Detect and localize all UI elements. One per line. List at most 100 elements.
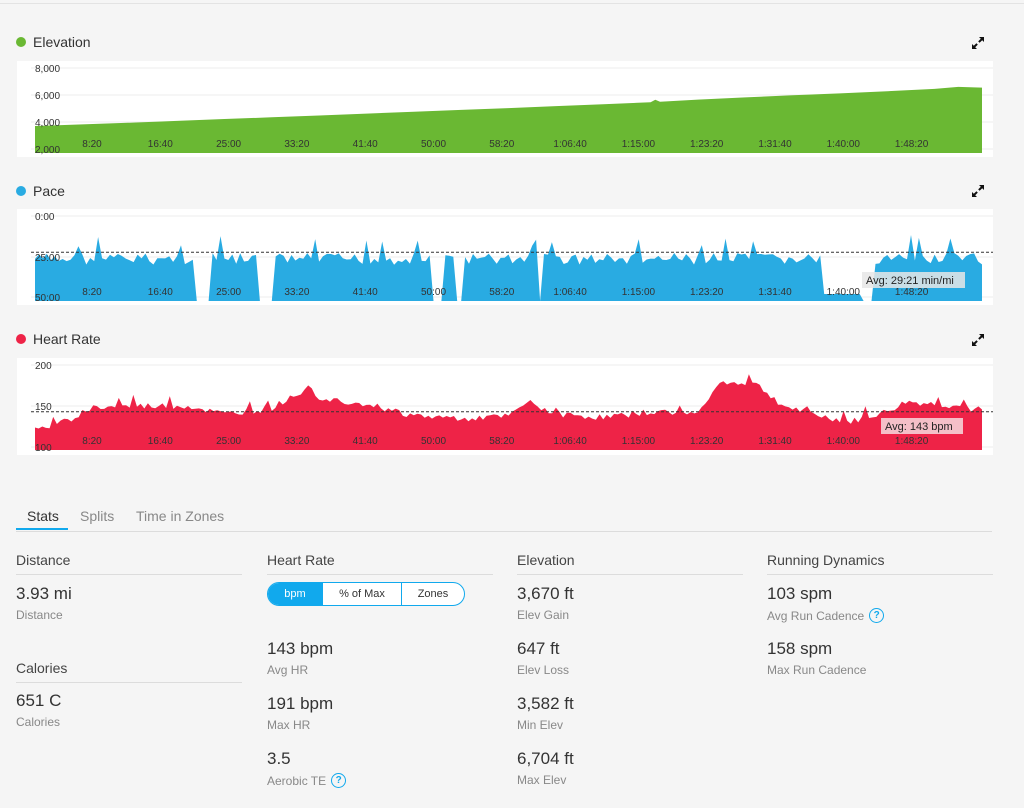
x-tick-label: 1:31:40 [758,436,792,447]
x-tick-label: 33:20 [284,139,309,150]
tab-stats[interactable]: Stats [27,508,59,524]
aerobic-te-stat: 3.5 Aerobic TE ? [267,749,347,788]
x-tick-label: 1:48:20 [895,287,929,298]
expand-icon[interactable] [970,35,986,51]
elevation-chart-header: Elevation [16,34,91,50]
distance-calories-column: Distance 3.93 mi Distance Calories 651 C… [16,552,242,752]
min-elev-value: 3,582 ft [517,694,574,713]
x-tick-label: 58:20 [489,287,514,298]
y-tick-label: 50:00 [35,293,60,304]
heart-rate-chart-title: Heart Rate [33,331,101,347]
x-tick-label: 8:20 [82,139,102,150]
aerobic-te-value: 3.5 [267,749,291,768]
y-tick-label: 150 [35,402,52,413]
x-tick-label: 1:48:20 [895,436,929,447]
x-tick-label: 41:40 [353,139,378,150]
x-tick-label: 1:06:40 [553,287,587,298]
x-tick-label: 16:40 [148,139,173,150]
elevation-legend-dot [16,37,26,47]
x-tick-label: 1:40:00 [827,139,861,150]
distance-stat: 3.93 mi Distance [16,584,72,622]
x-tick-label: 1:06:40 [553,436,587,447]
expand-icon[interactable] [970,183,986,199]
running-dynamics-column: Running Dynamics 103 spm Avg Run Cadence… [767,552,993,692]
calories-stat: 651 C Calories [16,691,61,729]
active-tab-indicator [16,528,68,530]
tab-splits[interactable]: Splits [80,508,115,524]
pace-chart: 0:00 25:00 50:00 8:20 16:40 25:00 33:20 41:40 50… [17,209,993,305]
x-tick-label: 58:20 [489,139,514,150]
avg-hr-label: Avg HR [267,663,309,677]
expand-icon[interactable] [970,332,986,348]
toggle-percent-of-max[interactable]: % of Max [322,583,401,605]
calories-section-title: Calories [16,660,242,683]
y-tick-label: 25:00 [35,253,60,264]
stats-tabs: Stats Splits Time in Zones [16,498,992,532]
heart-rate-chart-svg: 200 150 100 8:20 16:40 25:00 33:20 41:40 50:00 58… [31,361,993,454]
pace-chart-title: Pace [33,183,65,199]
x-tick-label: 50:00 [421,436,446,447]
heart-rate-section-title: Heart Rate [267,552,493,575]
max-elev-stat: 6,704 ft Max Elev [517,749,574,787]
x-tick-label: 33:20 [284,436,309,447]
help-icon[interactable]: ? [331,773,347,788]
aerobic-te-label: Aerobic TE [267,773,327,788]
max-hr-label: Max HR [267,718,311,732]
elev-loss-value: 647 ft [517,639,560,658]
pace-average-badge [862,272,965,288]
elevation-chart-title: Elevation [33,34,91,50]
elev-loss-stat: 647 ft Elev Loss [517,639,569,677]
distance-value: 3.93 mi [16,584,72,603]
pace-legend-dot [16,186,26,196]
x-tick-label: 25:00 [216,139,241,150]
min-elev-stat: 3,582 ft Min Elev [517,694,574,732]
x-tick-label: 1:31:40 [758,139,792,150]
y-tick-label: 4,000 [35,118,60,129]
avg-run-cadence-label-row: Avg Run Cadence ? [767,608,885,623]
x-tick-label: 33:20 [284,287,309,298]
x-tick-label: 50:00 [421,287,446,298]
y-tick-label: 200 [35,361,52,372]
x-tick-label: 50:00 [421,139,446,150]
elevation-column: Elevation 3,670 ft Elev Gain 647 ft Elev… [517,552,743,792]
tab-time-in-zones[interactable]: Time in Zones [136,508,225,524]
x-tick-label: 25:00 [216,436,241,447]
aerobic-te-label-row: Aerobic TE ? [267,773,347,788]
heart-rate-average-label: Avg: 143 bpm [885,421,953,433]
x-tick-label: 1:23:20 [690,139,724,150]
elevation-area [35,86,982,153]
heart-rate-chart: 200 150 100 8:20 16:40 25:00 33:20 41:40 50:00 58… [17,358,993,455]
calories-value: 651 C [16,691,62,710]
min-elev-label: Min Elev [517,718,564,732]
x-tick-label: 58:20 [489,436,514,447]
x-tick-label: 1:23:20 [690,436,724,447]
toggle-bpm[interactable]: bpm [268,583,322,605]
x-tick-label: 1:40:00 [827,287,861,298]
heart-rate-column: Heart Rate bpm % of Max Zones 143 bpm Av… [267,552,493,792]
pace-chart-header: Pace [16,183,65,199]
y-tick-label: 6,000 [35,91,60,102]
x-tick-label: 1:23:20 [690,287,724,298]
x-tick-label: 16:40 [148,436,173,447]
avg-hr-stat: 143 bpm Avg HR [267,639,333,677]
elev-gain-label: Elev Gain [517,608,570,622]
y-tick-label: 100 [35,443,52,454]
x-tick-label: 8:20 [82,287,102,298]
y-tick-label: 2,000 [35,145,60,156]
elev-gain-stat: 3,670 ft Elev Gain [517,584,574,622]
x-tick-label: 1:15:00 [622,287,656,298]
elev-gain-value: 3,670 ft [517,584,574,603]
heart-rate-legend-dot [16,334,26,344]
y-tick-label: 0:00 [35,212,55,223]
x-tick-label: 1:31:40 [758,287,792,298]
elevation-section-title: Elevation [517,552,743,575]
x-tick-label: 8:20 [82,436,102,447]
help-icon[interactable]: ? [869,608,885,623]
heart-rate-chart-header: Heart Rate [16,331,101,347]
pace-area [35,235,982,301]
heart-rate-unit-toggle: bpm % of Max Zones [267,582,465,606]
toggle-zones[interactable]: Zones [401,583,464,605]
distance-label: Distance [16,608,63,622]
avg-run-cadence-value: 103 spm [767,584,833,603]
x-tick-label: 41:40 [353,287,378,298]
